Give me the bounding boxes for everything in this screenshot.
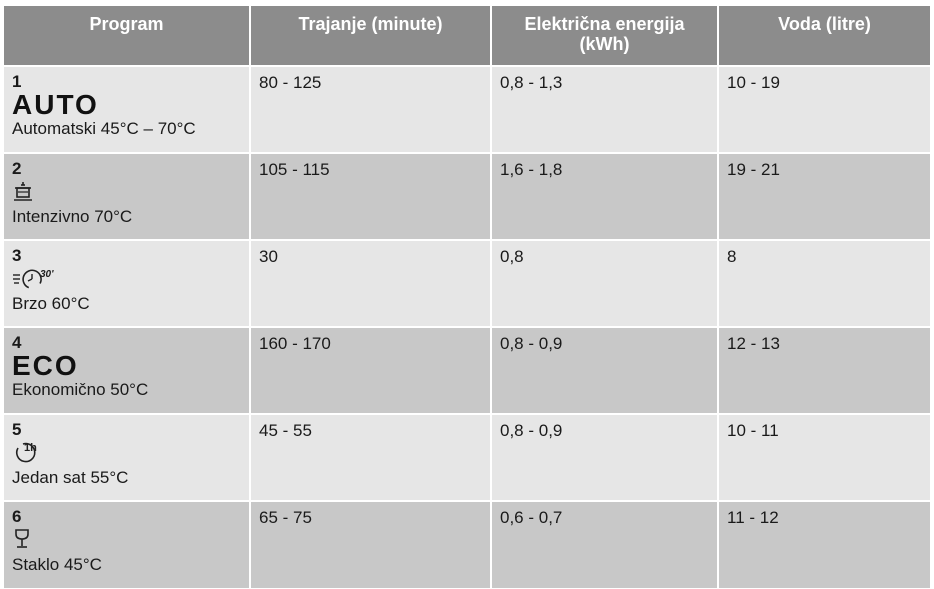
water-cell: 8 [718,239,930,327]
header-program: Program [4,6,251,66]
table-row: 2 Intenzivno 70°C 105 - 115 1,6 - 1,8 19… [4,152,930,240]
water-cell: 11 - 12 [718,500,930,588]
water-cell: 10 - 11 [718,413,930,501]
table-row: 3 30' Brzo 60°C 30 0,8 8 [4,239,930,327]
program-number: 5 [12,420,22,439]
header-duration: Trajanje (minute) [250,6,492,66]
program-cell: 6 Staklo 45°C [4,500,251,588]
glass-icon [12,527,241,553]
svg-text:30': 30' [40,269,54,280]
header-energy: Električna energija (kWh) [491,6,719,66]
program-cell: 1 AUTO Automatski 45°C – 70°C [4,65,251,153]
energy-cell: 0,6 - 0,7 [491,500,719,588]
program-number: 6 [12,507,22,526]
water-cell: 10 - 19 [718,65,930,153]
program-cell: 4 ECO Ekonomično 50°C [4,326,251,414]
program-name: Ekonomično 50°C [12,380,149,399]
duration-cell: 105 - 115 [250,152,492,240]
program-cell: 3 30' Brzo 60°C [4,239,251,327]
program-name: Brzo 60°C [12,294,90,313]
auto-icon: AUTO [12,89,99,120]
energy-cell: 0,8 - 1,3 [491,65,719,153]
program-number: 4 [12,333,22,352]
duration-cell: 160 - 170 [250,326,492,414]
table-row: 1 AUTO Automatski 45°C – 70°C 80 - 125 0… [4,65,930,153]
program-number: 1 [12,72,22,91]
table-row: 4 ECO Ekonomično 50°C 160 - 170 0,8 - 0,… [4,326,930,414]
table-row: 6 Staklo 45°C 65 - 75 0,6 - 0,7 11 - 12 [4,500,930,588]
water-cell: 12 - 13 [718,326,930,414]
table-row: 5 1h Jedan sat 55°C 45 - 55 0,8 - 0,9 10… [4,413,930,501]
program-number: 3 [12,246,22,265]
energy-cell: 0,8 [491,239,719,327]
energy-cell: 0,8 - 0,9 [491,326,719,414]
program-number: 2 [12,159,22,178]
energy-cell: 1,6 - 1,8 [491,152,719,240]
header-water: Voda (litre) [718,6,930,66]
duration-cell: 45 - 55 [250,413,492,501]
duration-cell: 30 [250,239,492,327]
program-name: Intenzivno 70°C [12,207,133,226]
table-header-row: Program Trajanje (minute) Električna ene… [4,6,930,66]
quick-30-icon: 30' [12,266,241,292]
duration-cell: 65 - 75 [250,500,492,588]
program-name: Automatski 45°C – 70°C [12,119,196,138]
water-cell: 19 - 21 [718,152,930,240]
energy-cell: 0,8 - 0,9 [491,413,719,501]
eco-icon: ECO [12,350,79,381]
program-cell: 5 1h Jedan sat 55°C [4,413,251,501]
program-name: Staklo 45°C [12,555,102,574]
one-hour-icon: 1h [12,440,241,466]
program-name: Jedan sat 55°C [12,468,129,487]
intensive-pot-icon [12,179,241,205]
program-cell: 2 Intenzivno 70°C [4,152,251,240]
duration-cell: 80 - 125 [250,65,492,153]
program-table: Program Trajanje (minute) Električna ene… [4,6,930,588]
svg-text:1h: 1h [24,442,37,454]
